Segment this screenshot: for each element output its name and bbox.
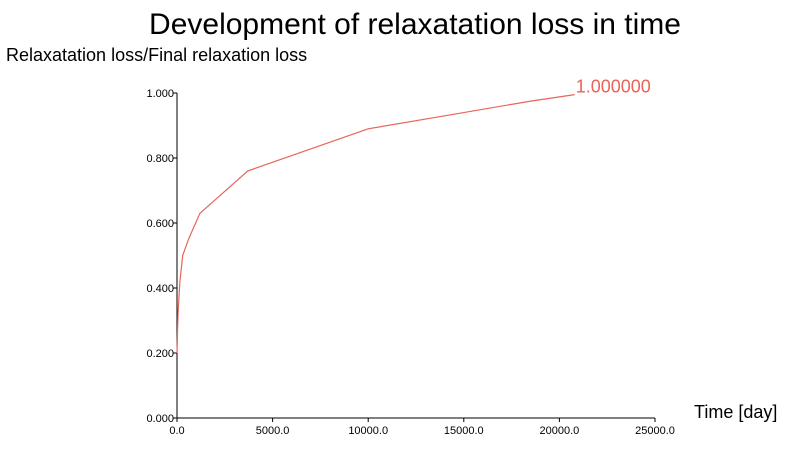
series-end-label: 1.000000 <box>576 77 651 97</box>
chart-title: Development of relaxatation loss in time <box>149 8 681 41</box>
y-tick-label: 0.200 <box>146 348 174 360</box>
x-tick-label: 15000.0 <box>444 425 484 437</box>
x-axis-title: Time [day] <box>694 402 778 422</box>
y-tick-group: 0.000 0.200 0.400 0.600 0.800 1.000 <box>146 88 177 425</box>
x-tick-label: 25000.0 <box>635 425 675 437</box>
x-tick-label: 0.0 <box>169 425 184 437</box>
x-tick-label: 5000.0 <box>256 425 290 437</box>
y-tick-label: 0.800 <box>146 153 174 165</box>
y-axis-title: Relaxatation loss/Final relaxation loss <box>6 45 308 65</box>
series-line <box>176 94 575 354</box>
y-tick-label: 1.000 <box>146 88 174 100</box>
y-tick-label: 0.600 <box>146 218 174 230</box>
series-layer: 1.000000 <box>176 77 651 354</box>
y-tick-label: 0.000 <box>146 413 174 425</box>
x-tick-group: 0.0 5000.0 10000.0 15000.0 20000.0 25000.0 <box>169 418 675 437</box>
y-tick-label: 0.400 <box>146 283 174 295</box>
x-tick-label: 20000.0 <box>540 425 580 437</box>
x-tick-label: 10000.0 <box>348 425 388 437</box>
